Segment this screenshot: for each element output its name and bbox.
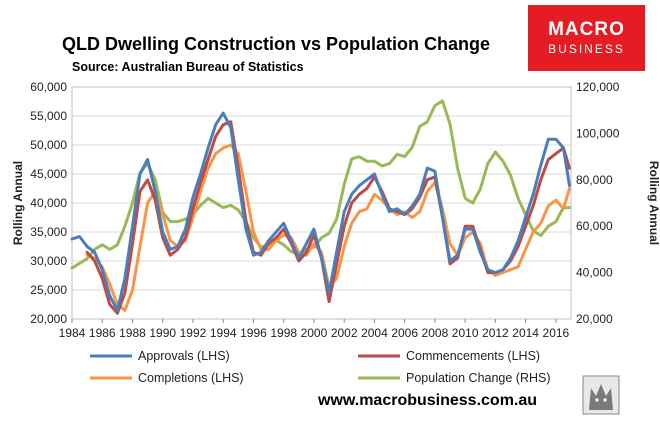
x-tick-label: 1986 bbox=[89, 326, 116, 340]
left-tick-label: 35,000 bbox=[30, 225, 67, 239]
legend-label-commencements: Commencements (LHS) bbox=[406, 349, 540, 363]
x-tick-label: 2014 bbox=[512, 326, 539, 340]
logo-text-business: BUSINESS bbox=[548, 42, 625, 56]
x-tick-label: 2008 bbox=[422, 326, 449, 340]
left-axis: 20,000 25,000 30,000 35,000 40,000 45,000 50,0… bbox=[30, 80, 67, 326]
left-tick-label: 55,000 bbox=[30, 109, 67, 123]
x-tick-label: 1988 bbox=[119, 326, 146, 340]
x-tick-label: 2010 bbox=[452, 326, 479, 340]
x-tick-label: 2006 bbox=[391, 326, 418, 340]
right-tick-label: 40,000 bbox=[576, 266, 613, 280]
legend-label-population: Population Change (RHS) bbox=[406, 371, 551, 385]
series-line-population bbox=[70, 99, 571, 270]
left-axis-title: Rolling Annual bbox=[11, 161, 25, 245]
series-line-approvals bbox=[70, 111, 571, 312]
legend-label-completions: Completions (LHS) bbox=[138, 371, 244, 385]
wolf-icon bbox=[582, 375, 620, 415]
right-axis: 20,000 40,000 60,000 80,000 100,000 120,000 bbox=[576, 80, 620, 326]
x-tick-label: 1992 bbox=[180, 326, 207, 340]
left-tick-label: 25,000 bbox=[30, 283, 67, 297]
footer-url[interactable]: www.macrobusiness.com.au bbox=[317, 392, 537, 409]
x-tick-label: 2012 bbox=[482, 326, 509, 340]
right-tick-label: 120,000 bbox=[576, 80, 620, 94]
right-axis-title: Rolling Annual bbox=[647, 161, 660, 245]
right-tick-label: 100,000 bbox=[576, 126, 620, 140]
series-line-commencements bbox=[85, 120, 571, 315]
chart-subtitle: Source: Australian Bureau of Statistics bbox=[72, 60, 304, 74]
right-tick-label: 60,000 bbox=[576, 219, 613, 233]
x-tick-label: 2000 bbox=[301, 326, 328, 340]
left-tick-label: 60,000 bbox=[30, 80, 67, 94]
left-tick-label: 30,000 bbox=[30, 254, 67, 268]
left-tick-label: 50,000 bbox=[30, 138, 67, 152]
chart-title: QLD Dwelling Construction vs Population … bbox=[62, 34, 490, 54]
macrobusiness-logo[interactable]: MACRO BUSINESS bbox=[528, 5, 645, 71]
x-tick-label: 1996 bbox=[240, 326, 267, 340]
x-tick-label: 1998 bbox=[270, 326, 297, 340]
left-tick-label: 45,000 bbox=[30, 167, 67, 181]
right-tick-label: 20,000 bbox=[576, 312, 613, 326]
logo-background bbox=[528, 5, 645, 71]
x-tick-label: 1990 bbox=[149, 326, 176, 340]
x-axis: 1984 1986 1988 1990 1992 1994 1996 1998 2000 2002… bbox=[59, 319, 570, 340]
x-tick-label: 2004 bbox=[361, 326, 388, 340]
left-tick-label: 40,000 bbox=[30, 196, 67, 210]
x-tick-label: 1994 bbox=[210, 326, 237, 340]
logo-text-macro: MACRO bbox=[548, 19, 625, 40]
left-tick-label: 20,000 bbox=[30, 312, 67, 326]
x-tick-label: 2016 bbox=[543, 326, 570, 340]
legend-label-approvals: Approvals (LHS) bbox=[138, 349, 230, 363]
x-tick-label: 2002 bbox=[331, 326, 358, 340]
plot-area bbox=[71, 86, 572, 320]
series-lines bbox=[70, 99, 571, 315]
right-tick-label: 80,000 bbox=[576, 173, 613, 187]
x-tick-label: 1984 bbox=[59, 326, 86, 340]
legend: Approvals (LHS) Commencements (LHS) Comple… bbox=[90, 349, 551, 385]
